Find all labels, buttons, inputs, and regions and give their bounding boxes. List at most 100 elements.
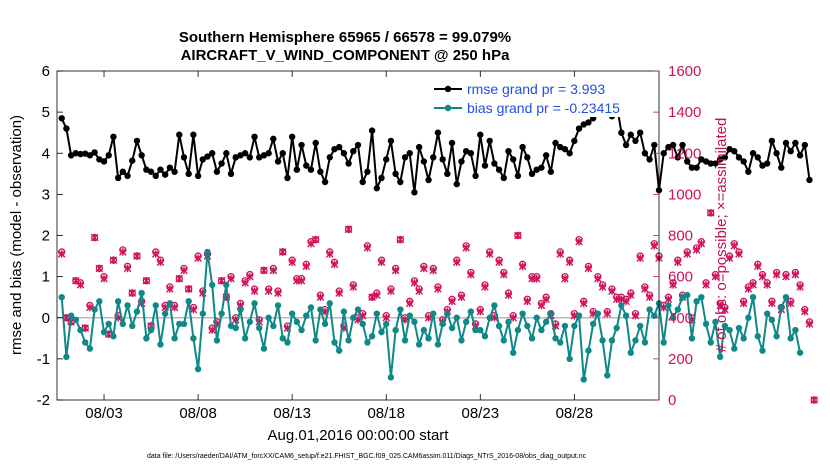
obs-assimilated-point: [702, 281, 710, 289]
y2-tick-label: 1000: [668, 186, 701, 203]
obs-assimilated-point: [542, 295, 550, 304]
obs-assimilated-point: [156, 258, 165, 267]
obs-assimilated-point: [151, 250, 160, 258]
bias-point: [72, 316, 80, 324]
rmse-point: [124, 172, 131, 180]
bias-point: [204, 248, 211, 256]
rmse-point: [161, 171, 169, 178]
rmse-point: [321, 178, 329, 186]
rmse-point: [782, 139, 790, 147]
bias-point: [86, 345, 94, 352]
bias-point: [458, 337, 465, 344]
y2-tick-label: 200: [668, 351, 693, 368]
obs-assimilated-point: [650, 241, 659, 250]
rmse-point: [749, 150, 757, 157]
legend-box: [430, 79, 648, 117]
rmse-point: [307, 166, 315, 173]
rmse-point: [796, 152, 804, 159]
bias-point: [439, 320, 446, 328]
bias-point: [491, 302, 498, 309]
rmse-point: [152, 172, 159, 180]
obs-assimilated-point: [123, 264, 132, 273]
bias-point: [542, 318, 550, 326]
bias-point: [420, 326, 428, 334]
obs-assimilated-point: [410, 278, 419, 287]
bias-point: [96, 298, 103, 305]
bias-point: [368, 333, 376, 340]
bias-point: [585, 347, 592, 354]
bias-point: [119, 320, 127, 328]
bias-point: [434, 341, 442, 348]
rmse-point: [119, 168, 127, 175]
rmse-point: [364, 168, 371, 175]
chart-title: Southern Hemisphere 65965 / 66578 = 99.0…: [179, 29, 511, 46]
rmse-point: [768, 137, 776, 145]
bias-point: [589, 320, 597, 328]
obs-assimilated-point: [448, 297, 456, 306]
bias-point: [561, 322, 569, 330]
bias-point: [331, 339, 338, 346]
rmse-point: [288, 133, 296, 140]
obs-assimilated-point: [142, 276, 151, 285]
obs-assimilated-point: [645, 293, 654, 301]
obs-assimilated-point: [119, 248, 127, 256]
rmse-point: [392, 170, 399, 178]
obs-assimilated-point: [311, 235, 320, 244]
bias-point: [566, 355, 573, 363]
rmse-point: [293, 166, 301, 173]
rmse-point: [373, 185, 381, 192]
bias-point: [453, 314, 460, 321]
bias-point: [303, 312, 310, 319]
bias-point: [209, 281, 216, 289]
bias-point: [622, 312, 630, 319]
bias-point: [557, 339, 564, 346]
bias-point: [143, 335, 150, 342]
rmse-point: [251, 133, 258, 140]
bias-point: [425, 335, 432, 342]
bias-point: [270, 322, 277, 330]
bias-point: [161, 310, 169, 317]
obs-assimilated-point: [481, 283, 489, 291]
legend-bias-label: bias grand pr = -0.23415: [467, 100, 620, 116]
rmse-point: [528, 170, 536, 178]
rmse-point: [340, 150, 348, 157]
rmse-point: [472, 172, 479, 180]
legend-rmse-marker: [444, 85, 452, 93]
bias-point: [467, 308, 475, 315]
bias-point: [519, 310, 526, 317]
bias-point: [472, 326, 479, 334]
chart-subtitle: AIRCRAFT_V_WIND_COMPONENT @ 250 hPa: [181, 47, 511, 64]
obs-assimilated-point: [467, 270, 475, 279]
bias-point: [580, 376, 587, 383]
rmse-point: [335, 143, 343, 151]
bias-point: [335, 347, 343, 354]
obs-assimilated-point: [669, 281, 677, 289]
y2-tick-label: 1200: [668, 145, 701, 162]
rmse-point: [552, 139, 559, 147]
obs-assimilated-point: [76, 281, 85, 289]
rmse-point: [575, 125, 583, 132]
bias-point: [524, 322, 531, 330]
rmse-point: [439, 156, 446, 163]
bias-point: [618, 302, 625, 309]
obs-assimilated-point: [344, 225, 353, 234]
bias-point: [223, 281, 230, 289]
bias-point: [773, 333, 780, 340]
rmse-point: [754, 154, 761, 161]
bias-point: [298, 326, 305, 334]
rmse-point: [669, 141, 677, 149]
obs-assimilated-point: [429, 266, 438, 275]
obs-assimilated-point: [631, 311, 640, 320]
obs-assimilated-point: [735, 250, 743, 258]
footnote: data file: /Users/raeder/DAI/ATM_forcXX/…: [147, 453, 587, 460]
obs-assimilated-point: [415, 287, 423, 295]
rmse-point: [477, 131, 484, 138]
rmse-point: [618, 129, 625, 136]
bias-point: [63, 353, 70, 361]
bias-point: [444, 310, 451, 317]
bias-point: [256, 324, 263, 332]
rmse-point: [627, 131, 634, 138]
obs-assimilated-point: [721, 305, 729, 314]
legend: rmse grand pr = 3.993 bias grand pr = -0…: [430, 79, 648, 117]
rmse-point: [745, 168, 752, 175]
